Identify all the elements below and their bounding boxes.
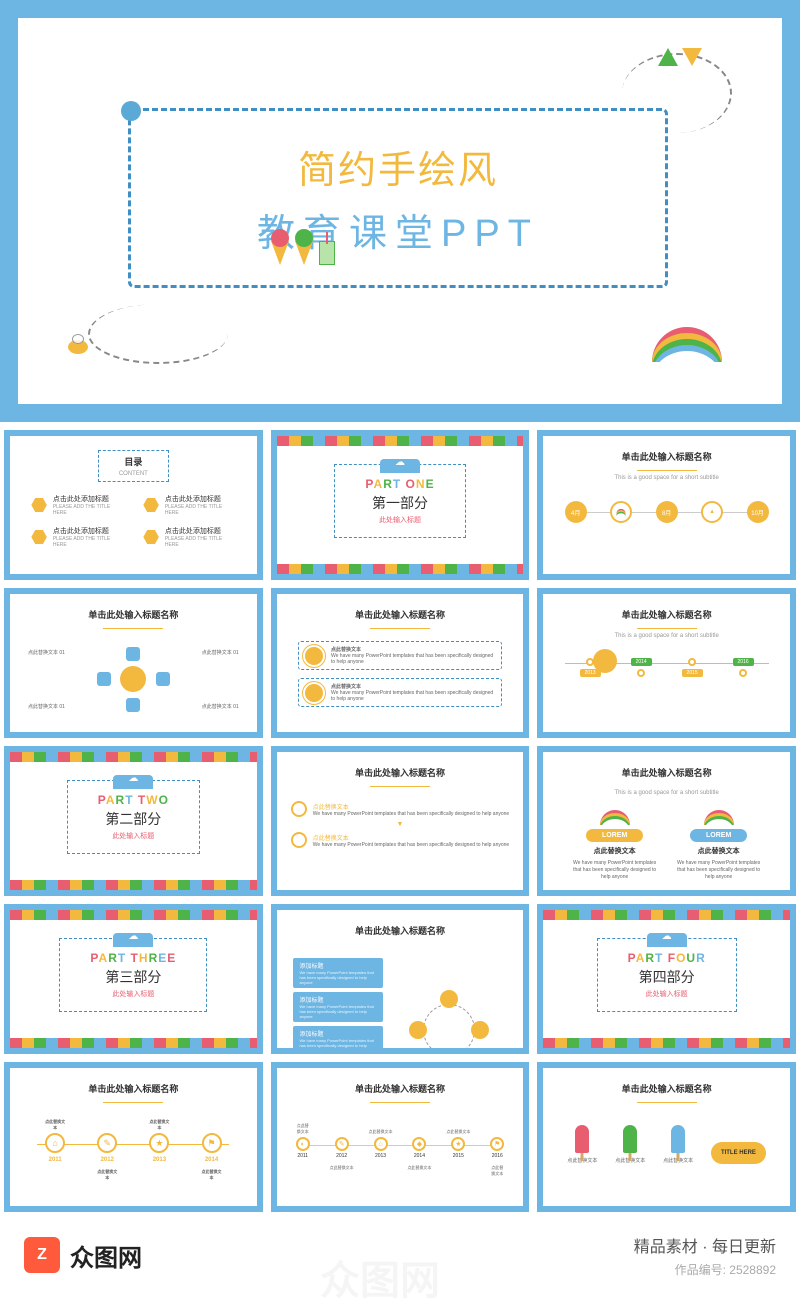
slide-content: 目录 CONTENT 点击此处添加标题PLEASE ADD THE TITLE … <box>4 430 263 580</box>
title-badge: TITLE HERE <box>711 1142 766 1164</box>
part-one-en: PART ONE <box>365 477 434 491</box>
slide-two-column: 单击此处输入标题名称 This is a good space for a sh… <box>537 746 796 896</box>
hexagon-icon <box>31 529 47 545</box>
cycle-diagram <box>409 990 489 1054</box>
slide-month-timeline: 单击此处输入标题名称 This is a good space for a sh… <box>537 430 796 580</box>
title-frame: 简约手绘风 教育课堂PPT <box>128 108 668 288</box>
diagram-arm-icon <box>126 647 140 661</box>
part-one-cn: 第一部分 <box>365 493 434 513</box>
flow-badge-icon <box>291 801 307 817</box>
star-icon: ★ <box>149 1133 169 1153</box>
slide-timeline-6: 单击此处输入标题名称 点此替换文本◐2011 ✎2012点此替换文本 点此替换文… <box>271 1062 530 1212</box>
content-title: 目录 <box>119 455 148 468</box>
hero-slide: 简约手绘风 教育课堂PPT <box>0 0 800 422</box>
bee-trail-decoration <box>88 304 228 364</box>
ppt-template-preview: 简约手绘风 教育课堂PPT 目录 CONTENT 点击此处添加标题PLEASE … <box>0 0 800 1290</box>
slide-year-timeline: 单击此处输入标题名称 This is a good space for a sh… <box>537 588 796 738</box>
toc-items: 点击此处添加标题PLEASE ADD THE TITLE HERE 点击此处添加… <box>31 494 235 548</box>
flag-icon: ⚑ <box>202 1133 222 1153</box>
gear-icon: ✎ <box>97 1133 117 1153</box>
brand-logo-icon: Z <box>24 1237 60 1273</box>
timeline-node: 4月 <box>565 501 587 523</box>
slide-part-one: PART ONE 第一部分 此处输入标题 <box>271 430 530 580</box>
hexagon-icon <box>143 529 159 545</box>
popsicle-icon <box>575 1125 589 1153</box>
hero-title-line1: 简约手绘风 <box>298 139 498 194</box>
product-id: 作品编号: 2528892 <box>634 1261 776 1278</box>
brand-tagline: 精品素材 · 每日更新 <box>634 1233 776 1257</box>
slide-thumbnail-grid: 目录 CONTENT 点击此处添加标题PLEASE ADD THE TITLE … <box>0 422 800 1220</box>
slide-popsicles: 单击此处输入标题名称 点此替换文本 点此替换文本 点此替换文本 TITLE HE… <box>537 1062 796 1212</box>
popsicle-icon <box>623 1125 637 1153</box>
sun-icon <box>305 647 323 665</box>
slide-vertical-flow: 单击此处输入标题名称 点此替换文本We have many PowerPoint… <box>271 746 530 896</box>
bee-icon <box>68 340 88 354</box>
rainbow-icon <box>704 810 734 825</box>
hexagon-icon <box>143 497 159 513</box>
slide-list-rows: 单击此处输入标题名称 点此替换文本We have many PowerPoint… <box>271 588 530 738</box>
bulb-icon: ⌂ <box>45 1133 65 1153</box>
sun-icon <box>305 684 323 702</box>
rainbow-icon <box>600 810 630 825</box>
content-subtitle: CONTENT <box>119 471 148 477</box>
rainbow-icon <box>652 327 722 362</box>
brand-name: 众图网 <box>70 1238 142 1273</box>
slide-part-three: PART THREE 第三部分 此处输入标题 <box>4 904 263 1054</box>
cycle-node-icon <box>440 990 458 1008</box>
popsicle-icon <box>671 1125 685 1153</box>
slide-timeline-4: 单击此处输入标题名称 点此替换文本⌂2011 ✎2012点此替换文本 点此替换文… <box>4 1062 263 1212</box>
slide-part-four: PART FOUR 第四部分 此处输入标题 <box>537 904 796 1054</box>
slide-part-two: PART TWO 第二部分 此处输入标题 <box>4 746 263 896</box>
icecream-icon <box>271 241 335 265</box>
sun-center-icon <box>120 666 146 692</box>
slide-bars-cycle: 单击此处输入标题名称 添加标题We have many PowerPoint t… <box>271 904 530 1054</box>
flow-badge-icon <box>291 832 307 848</box>
hexagon-icon <box>31 497 47 513</box>
triangle-decoration <box>658 48 702 66</box>
watermark-footer: 众图网 Z 众图网 精品素材 · 每日更新 作品编号: 2528892 <box>0 1220 800 1290</box>
slide-center-diagram: 单击此处输入标题名称 点此替换文本 01 点此替换文本 01 点此替换文本 01… <box>4 588 263 738</box>
